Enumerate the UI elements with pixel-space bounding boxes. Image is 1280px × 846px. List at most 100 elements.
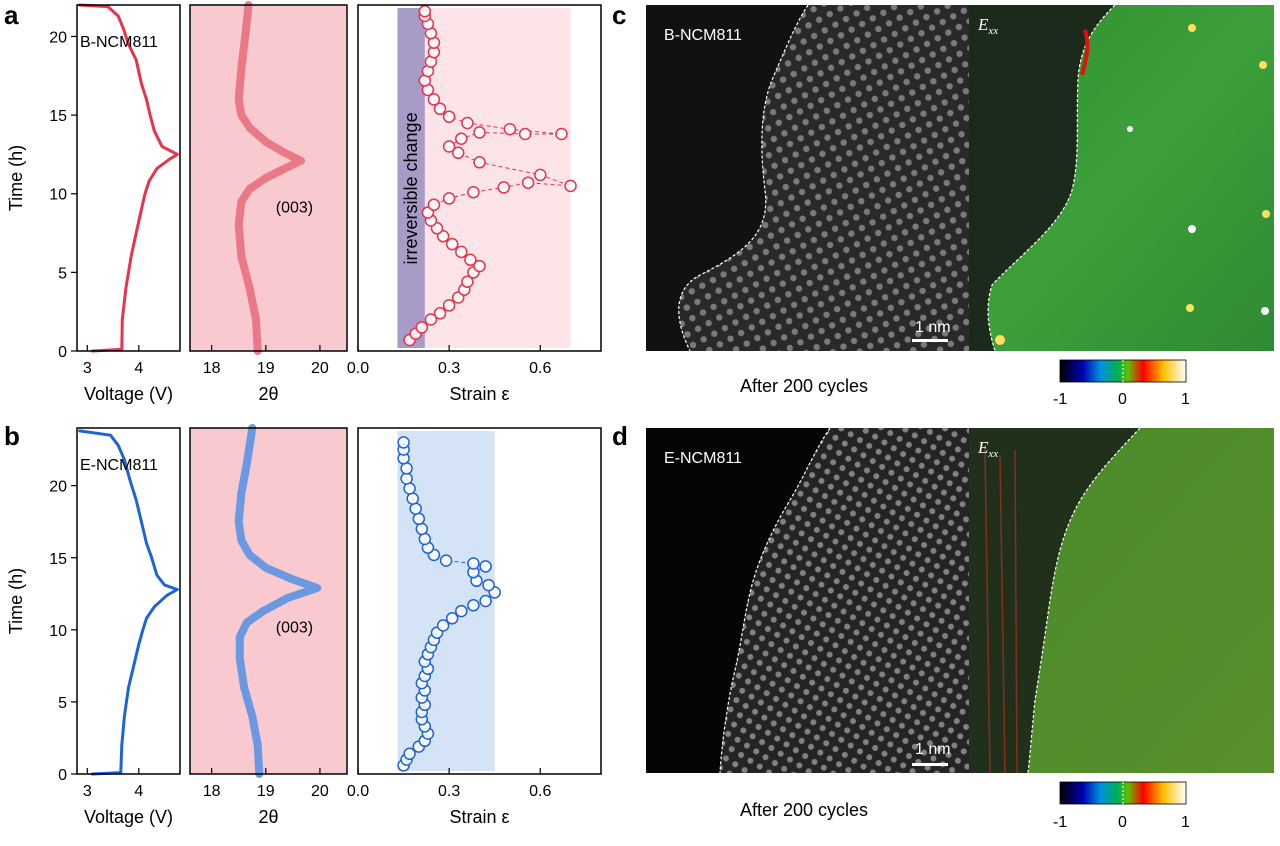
series-line-a-voltage	[78, 3, 179, 353]
scale-bar-label-b: 1 nm	[915, 319, 951, 336]
data-point-b-strain-31	[439, 554, 453, 567]
data-point-a-strain-33	[461, 116, 474, 130]
colorbar-c	[1059, 359, 1187, 383]
data-point-a-strain-46	[418, 5, 432, 18]
data-point-a-strain-19	[442, 192, 456, 205]
series-line-b-voltage	[78, 429, 179, 776]
y-tick-label-b-voltage: 15	[49, 551, 67, 568]
data-point-a-strain-11	[464, 253, 477, 267]
panel-d: E-NCM811 1 nm Exx After 200 cycles -1 0 …	[646, 427, 1274, 831]
panel-label-b: b	[4, 421, 20, 451]
data-point-b-strain-36	[412, 512, 426, 526]
image-label-b: B-NCM811	[664, 27, 742, 44]
x-tick-label-a-2theta: 18	[203, 360, 221, 377]
data-point-a-strain-2	[415, 321, 429, 334]
strain-boundary-e	[1027, 427, 1141, 774]
caption-c: After 200 cycles	[740, 376, 868, 396]
data-point-b-strain-34	[418, 532, 432, 546]
data-point-a-strain-35	[433, 102, 447, 116]
data-point-a-strain-26	[451, 146, 465, 160]
plot-background-b-2theta	[190, 428, 347, 774]
data-point-a-strain-12	[455, 245, 468, 259]
data-point-a-strain-28	[455, 132, 468, 145]
x-tick-label-b-2theta: 18	[203, 783, 221, 800]
data-point-b-strain-37	[409, 502, 422, 515]
peak-annotation-b-2theta: (003)	[276, 620, 313, 637]
data-point-a-strain-31	[555, 127, 568, 141]
plot-frame-b-strain	[357, 427, 602, 775]
strain-defect	[1188, 24, 1196, 32]
colorbar-tick-min: -1	[1053, 814, 1067, 831]
data-point-a-strain-36	[427, 93, 441, 106]
irreversible-region-a-strain	[397, 8, 425, 348]
data-point-a-strain-27	[442, 140, 456, 153]
x-tick-label-a-2theta: 19	[257, 360, 275, 377]
data-point-a-strain-32	[503, 122, 517, 136]
colorbar-d	[1059, 781, 1187, 805]
strain-defect	[1259, 61, 1267, 69]
surface-boundary-b	[678, 4, 809, 352]
y-tick-label-b-voltage: 5	[58, 695, 67, 712]
x-axis-label-a-voltage: Voltage (V)	[84, 384, 173, 404]
x-axis-label-b-voltage: Voltage (V)	[84, 807, 173, 827]
data-point-a-strain-24	[534, 168, 547, 182]
series-line-a-2theta	[234, 1, 305, 355]
data-point-a-strain-22	[521, 176, 535, 189]
data-point-a-strain-3	[424, 313, 438, 326]
x-tick-label-b-strain: 0.0	[347, 783, 369, 800]
colorbar-tick-max: 1	[1181, 814, 1190, 831]
caption-d: After 200 cycles	[740, 800, 868, 820]
data-point-b-strain-30	[467, 557, 480, 570]
data-point-a-strain-18	[427, 198, 441, 211]
peak-annotation-a-2theta: (003)	[276, 200, 313, 217]
data-point-a-strain-23	[564, 179, 577, 193]
surface-boundary-e	[719, 427, 831, 774]
data-point-a-strain-21	[497, 181, 511, 194]
data-point-b-strain-2	[403, 747, 416, 761]
image-label-e: E-NCM811	[664, 450, 742, 467]
strain-feature	[1080, 29, 1090, 76]
strain-map-vacuum-b	[969, 5, 1115, 351]
data-point-b-strain-24	[479, 594, 492, 608]
data-point-a-strain-34	[442, 110, 456, 123]
data-point-a-strain-8	[461, 275, 474, 289]
stem-lattice-e	[720, 428, 969, 773]
plot-frame-a-voltage	[76, 4, 181, 352]
scale-bar-b	[912, 339, 948, 342]
panel-label-c: c	[612, 0, 626, 30]
y-tick-label-a-voltage: 20	[49, 29, 67, 46]
y-tick-label-b-voltage: 20	[49, 479, 67, 496]
data-point-b-strain-38	[406, 492, 419, 505]
strain-map-vacuum-e	[969, 428, 1140, 773]
series-line-b-2theta	[234, 424, 322, 778]
data-point-a-strain-13	[445, 237, 459, 251]
x-tick-label-b-voltage: 4	[134, 783, 143, 800]
x-tick-label-b-2theta: 20	[311, 783, 329, 800]
strain-defect	[1188, 225, 1196, 233]
x-tick-label-a-voltage: 3	[83, 360, 92, 377]
panel-label-a: a	[4, 0, 19, 30]
irreversible-change-label-a-strain: irreversible change	[401, 112, 421, 264]
strain-defect	[1127, 126, 1133, 132]
strain-map-label-b: Exx	[977, 15, 998, 37]
data-point-a-strain-10	[473, 259, 486, 273]
y-tick-label-a-voltage: 15	[49, 108, 67, 125]
plot-frame-b-2theta	[189, 427, 348, 775]
strain-defect	[995, 335, 1005, 345]
x-tick-label-a-strain: 0.6	[529, 360, 551, 377]
y-tick-label-a-voltage: 0	[58, 344, 67, 361]
y-axis-label-a-voltage: Time (h)	[6, 145, 26, 211]
data-point-b-strain-21	[445, 612, 459, 625]
x-axis-label-b-strain: Strain ε	[449, 807, 509, 827]
strain-defect	[1262, 210, 1270, 218]
data-point-a-strain-25	[473, 156, 486, 169]
strain-map-label-e: Exx	[977, 438, 998, 460]
data-point-a-strain-20	[467, 185, 480, 199]
data-point-b-strain-23	[467, 599, 480, 612]
data-point-b-strain-44	[397, 436, 410, 449]
data-point-a-strain-30	[518, 127, 532, 141]
x-axis-label-b-2theta: 2θ	[258, 807, 278, 827]
y-axis-label-b-voltage: Time (h)	[6, 568, 26, 634]
data-point-a-strain-29	[473, 126, 486, 139]
